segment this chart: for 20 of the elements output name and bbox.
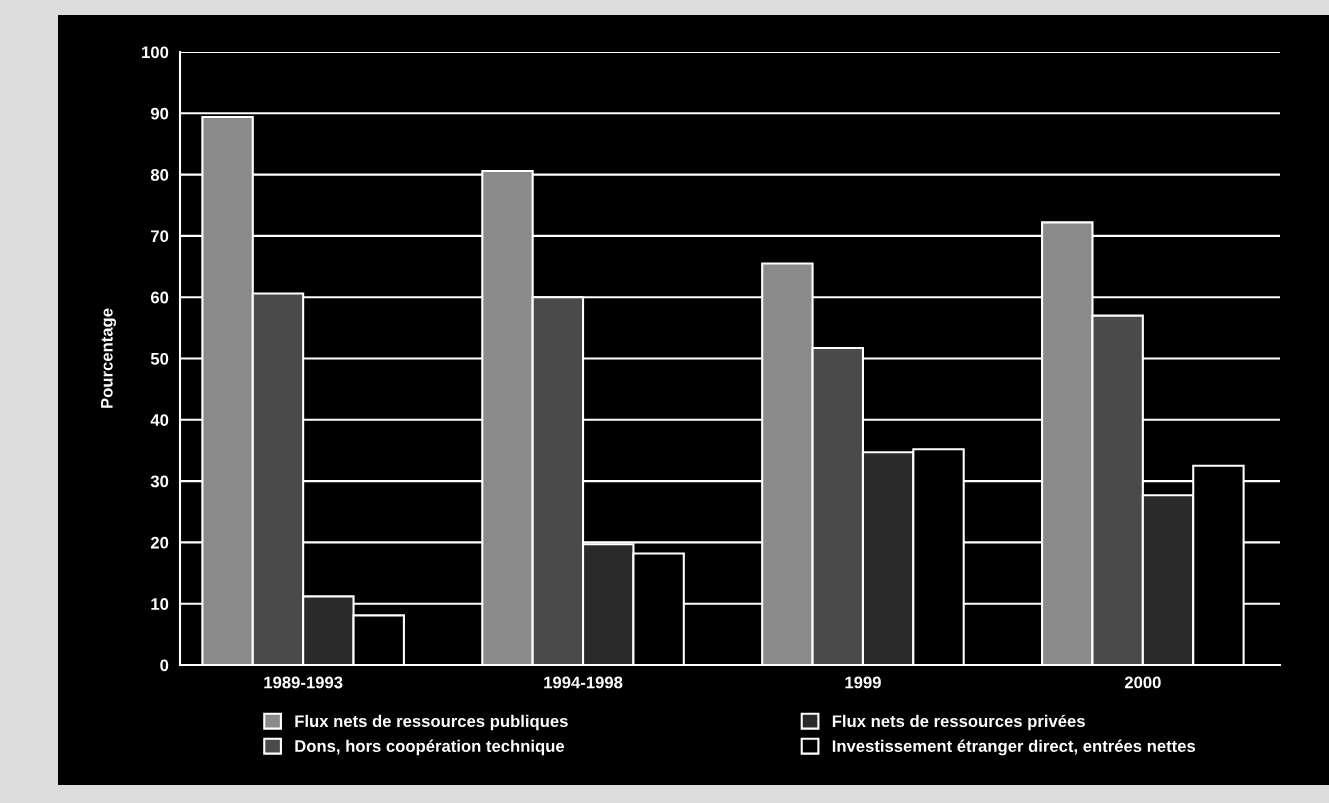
- y-tick-label: 60: [150, 291, 169, 304]
- y-tick-label: 80: [150, 169, 169, 181]
- y-tick-label: 40: [150, 414, 169, 426]
- x-tick-label: 1999: [845, 676, 881, 689]
- x-tick-label: 1989-1993: [264, 676, 343, 689]
- legend-label: Investissement étranger direct, entrées nettes: [832, 739, 1196, 756]
- y-tick-label: 10: [151, 598, 169, 610]
- y-tick-label: 70: [151, 230, 169, 243]
- y-tick-label: 90: [150, 107, 169, 120]
- x-tick-label: 2000: [1124, 676, 1161, 689]
- legend-label: Flux nets de ressources privées: [832, 714, 1085, 731]
- y-tick-label: 20: [150, 536, 169, 549]
- y-tick-label: 50: [150, 352, 169, 365]
- legend-label: Flux nets de ressources publiques: [295, 714, 568, 731]
- y-axis-title: Pourcentage: [101, 308, 117, 408]
- y-tick-label: 0: [160, 659, 169, 672]
- legend-label: Dons, hors coopération technique: [295, 739, 565, 756]
- y-tick-label: 30: [150, 475, 169, 488]
- x-tick-label: 1994-1998: [544, 676, 623, 689]
- y-tick-label: 100: [142, 46, 169, 59]
